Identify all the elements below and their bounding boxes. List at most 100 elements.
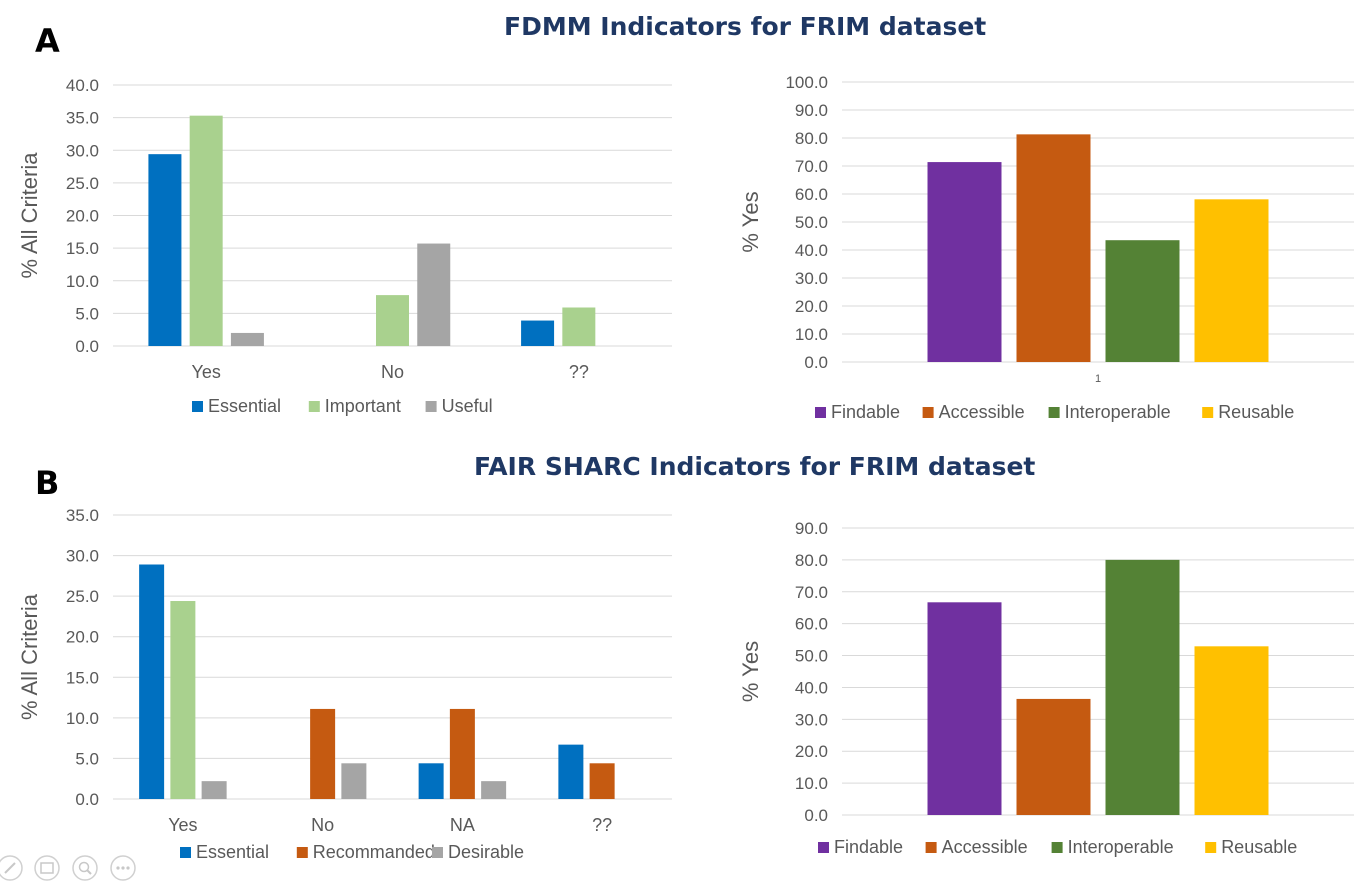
x-category-label: Yes: [168, 815, 197, 835]
legend-label-essential: Essential: [196, 842, 269, 862]
legend-swatch-essential: [192, 401, 203, 412]
y-tick-label: 10.0: [66, 709, 99, 728]
y-tick-label: 5.0: [75, 749, 99, 768]
legend-label-findable: Findable: [834, 837, 903, 857]
x-category-label: No: [311, 815, 334, 835]
bar-essential-na: [418, 763, 444, 799]
panel-letter-a: A: [35, 22, 60, 60]
bar-important-yes: [189, 115, 223, 346]
legend-label-desirable: Desirable: [448, 842, 524, 862]
bar-interoperable-all: [1105, 559, 1180, 815]
legend-swatch-findable: [818, 842, 829, 853]
legend-swatch-interoperable: [1051, 842, 1063, 853]
bar-desirable-yes: [201, 781, 227, 799]
legend-label-essential: Essential: [208, 396, 281, 416]
y-tick-label: 100.0: [785, 73, 828, 92]
bar-useful-no: [417, 243, 451, 346]
chart-a-right: 0.0 10.0 20.0 30.0 40.0 50.0 60.0 70.0 80.0 90.0 1…: [738, 73, 1354, 422]
legend-swatch-reusable: [1202, 407, 1214, 418]
chart-b-left: 0.0 5.0 10.0 15.0 20.0 25.0 30.0 35.0 % All Crit…: [17, 506, 672, 862]
legend-swatch-interoperable: [1048, 407, 1060, 418]
y-tick-label: 30.0: [66, 547, 99, 566]
y-tick-label: 10.0: [795, 325, 828, 344]
y-tick-label: 30.0: [66, 141, 99, 160]
y-tick-label: 35.0: [66, 109, 99, 128]
bar-desirable-na: [481, 781, 507, 799]
legend-label-reusable: Reusable: [1221, 837, 1297, 857]
bar-desirable-no: [341, 763, 367, 799]
y-tick-label: 0.0: [804, 806, 828, 825]
bar-recommanded-na: [449, 708, 475, 799]
y-axis-label: % All Criteria: [17, 593, 42, 720]
bar-useful-yes: [230, 332, 264, 346]
bar-important-??: [562, 307, 596, 346]
bar-recommanded-yes: [170, 601, 196, 799]
y-tick-label: 20.0: [66, 207, 99, 226]
y-tick-label: 90.0: [795, 519, 828, 538]
legend-swatch-important: [308, 401, 320, 412]
y-tick-label: 10.0: [66, 272, 99, 291]
y-tick-label: 50.0: [795, 213, 828, 232]
y-tick-label: 10.0: [795, 774, 828, 793]
y-tick-label: 25.0: [66, 587, 99, 606]
y-tick-label: 15.0: [66, 668, 99, 687]
y-tick-label: 40.0: [66, 76, 99, 95]
bar-essential-??: [521, 320, 555, 346]
panel-title-b: FAIR SHARC Indicators for FRIM dataset: [474, 452, 1036, 481]
chart-b-right: 0.0 10.0 20.0 30.0 40.0 50.0 60.0 70.0 80.0 90.0%…: [738, 519, 1354, 857]
presentation-toolbar: [0, 855, 136, 881]
bar-reusable-1: [1194, 199, 1269, 362]
y-tick-label: 70.0: [795, 157, 828, 176]
y-tick-label: 70.0: [795, 583, 828, 602]
y-axis-label: % Yes: [738, 191, 763, 252]
y-tick-label: 0.0: [75, 337, 99, 356]
y-tick-label: 50.0: [795, 647, 828, 666]
x-category-label: NA: [450, 815, 475, 835]
legend-swatch-findable: [815, 407, 826, 418]
y-axis-label: % Yes: [738, 641, 763, 702]
legend-swatch-useful: [425, 401, 437, 412]
pen-icon[interactable]: [0, 855, 23, 881]
legend-label-findable: Findable: [831, 402, 900, 422]
legend-swatch-desirable: [432, 847, 443, 858]
bar-accessible-all: [1016, 698, 1091, 815]
legend-label-recommanded: Recommanded: [313, 842, 435, 862]
legend-label-reusable: Reusable: [1218, 402, 1294, 422]
zoom-icon[interactable]: [72, 855, 98, 881]
y-tick-label: 30.0: [795, 269, 828, 288]
panel-letter-b: B: [35, 464, 60, 502]
legend-label-interoperable: Interoperable: [1068, 837, 1174, 857]
slides-icon[interactable]: [34, 855, 60, 881]
legend-label-important: Important: [325, 396, 401, 416]
y-tick-label: 40.0: [795, 678, 828, 697]
legend-label-useful: Useful: [442, 396, 493, 416]
legend-swatch-recommanded: [296, 847, 308, 858]
y-tick-label: 90.0: [795, 101, 828, 120]
y-tick-label: 60.0: [795, 185, 828, 204]
legend-swatch-reusable: [1205, 842, 1217, 853]
bar-recommanded-??: [589, 763, 615, 799]
y-tick-label: 30.0: [795, 710, 828, 729]
bar-reusable-all: [1194, 646, 1269, 815]
y-tick-label: 5.0: [75, 304, 99, 323]
more-icon[interactable]: [110, 855, 136, 881]
y-tick-label: 20.0: [795, 742, 828, 761]
bar-recommanded-no: [310, 708, 336, 799]
y-axis-label: % All Criteria: [17, 152, 42, 279]
y-tick-label: 20.0: [66, 628, 99, 647]
x-category-label: 1: [1095, 373, 1101, 385]
y-tick-label: 80.0: [795, 129, 828, 148]
y-tick-label: 80.0: [795, 551, 828, 570]
legend-swatch-essential: [180, 847, 191, 858]
bar-essential-??: [558, 744, 584, 799]
chart-a-left: 0.0 5.0 10.0 15.0 20.0 25.0 30.0 35.0 40.0 % All …: [17, 76, 672, 416]
x-category-label: No: [381, 362, 404, 382]
y-tick-label: 15.0: [66, 239, 99, 258]
bar-interoperable-1: [1105, 240, 1180, 362]
bar-accessible-1: [1016, 134, 1091, 362]
bar-essential-yes: [139, 564, 165, 799]
x-category-label: ??: [569, 362, 589, 382]
legend-label-accessible: Accessible: [942, 837, 1028, 857]
y-tick-label: 20.0: [795, 297, 828, 316]
y-tick-label: 0.0: [75, 790, 99, 809]
